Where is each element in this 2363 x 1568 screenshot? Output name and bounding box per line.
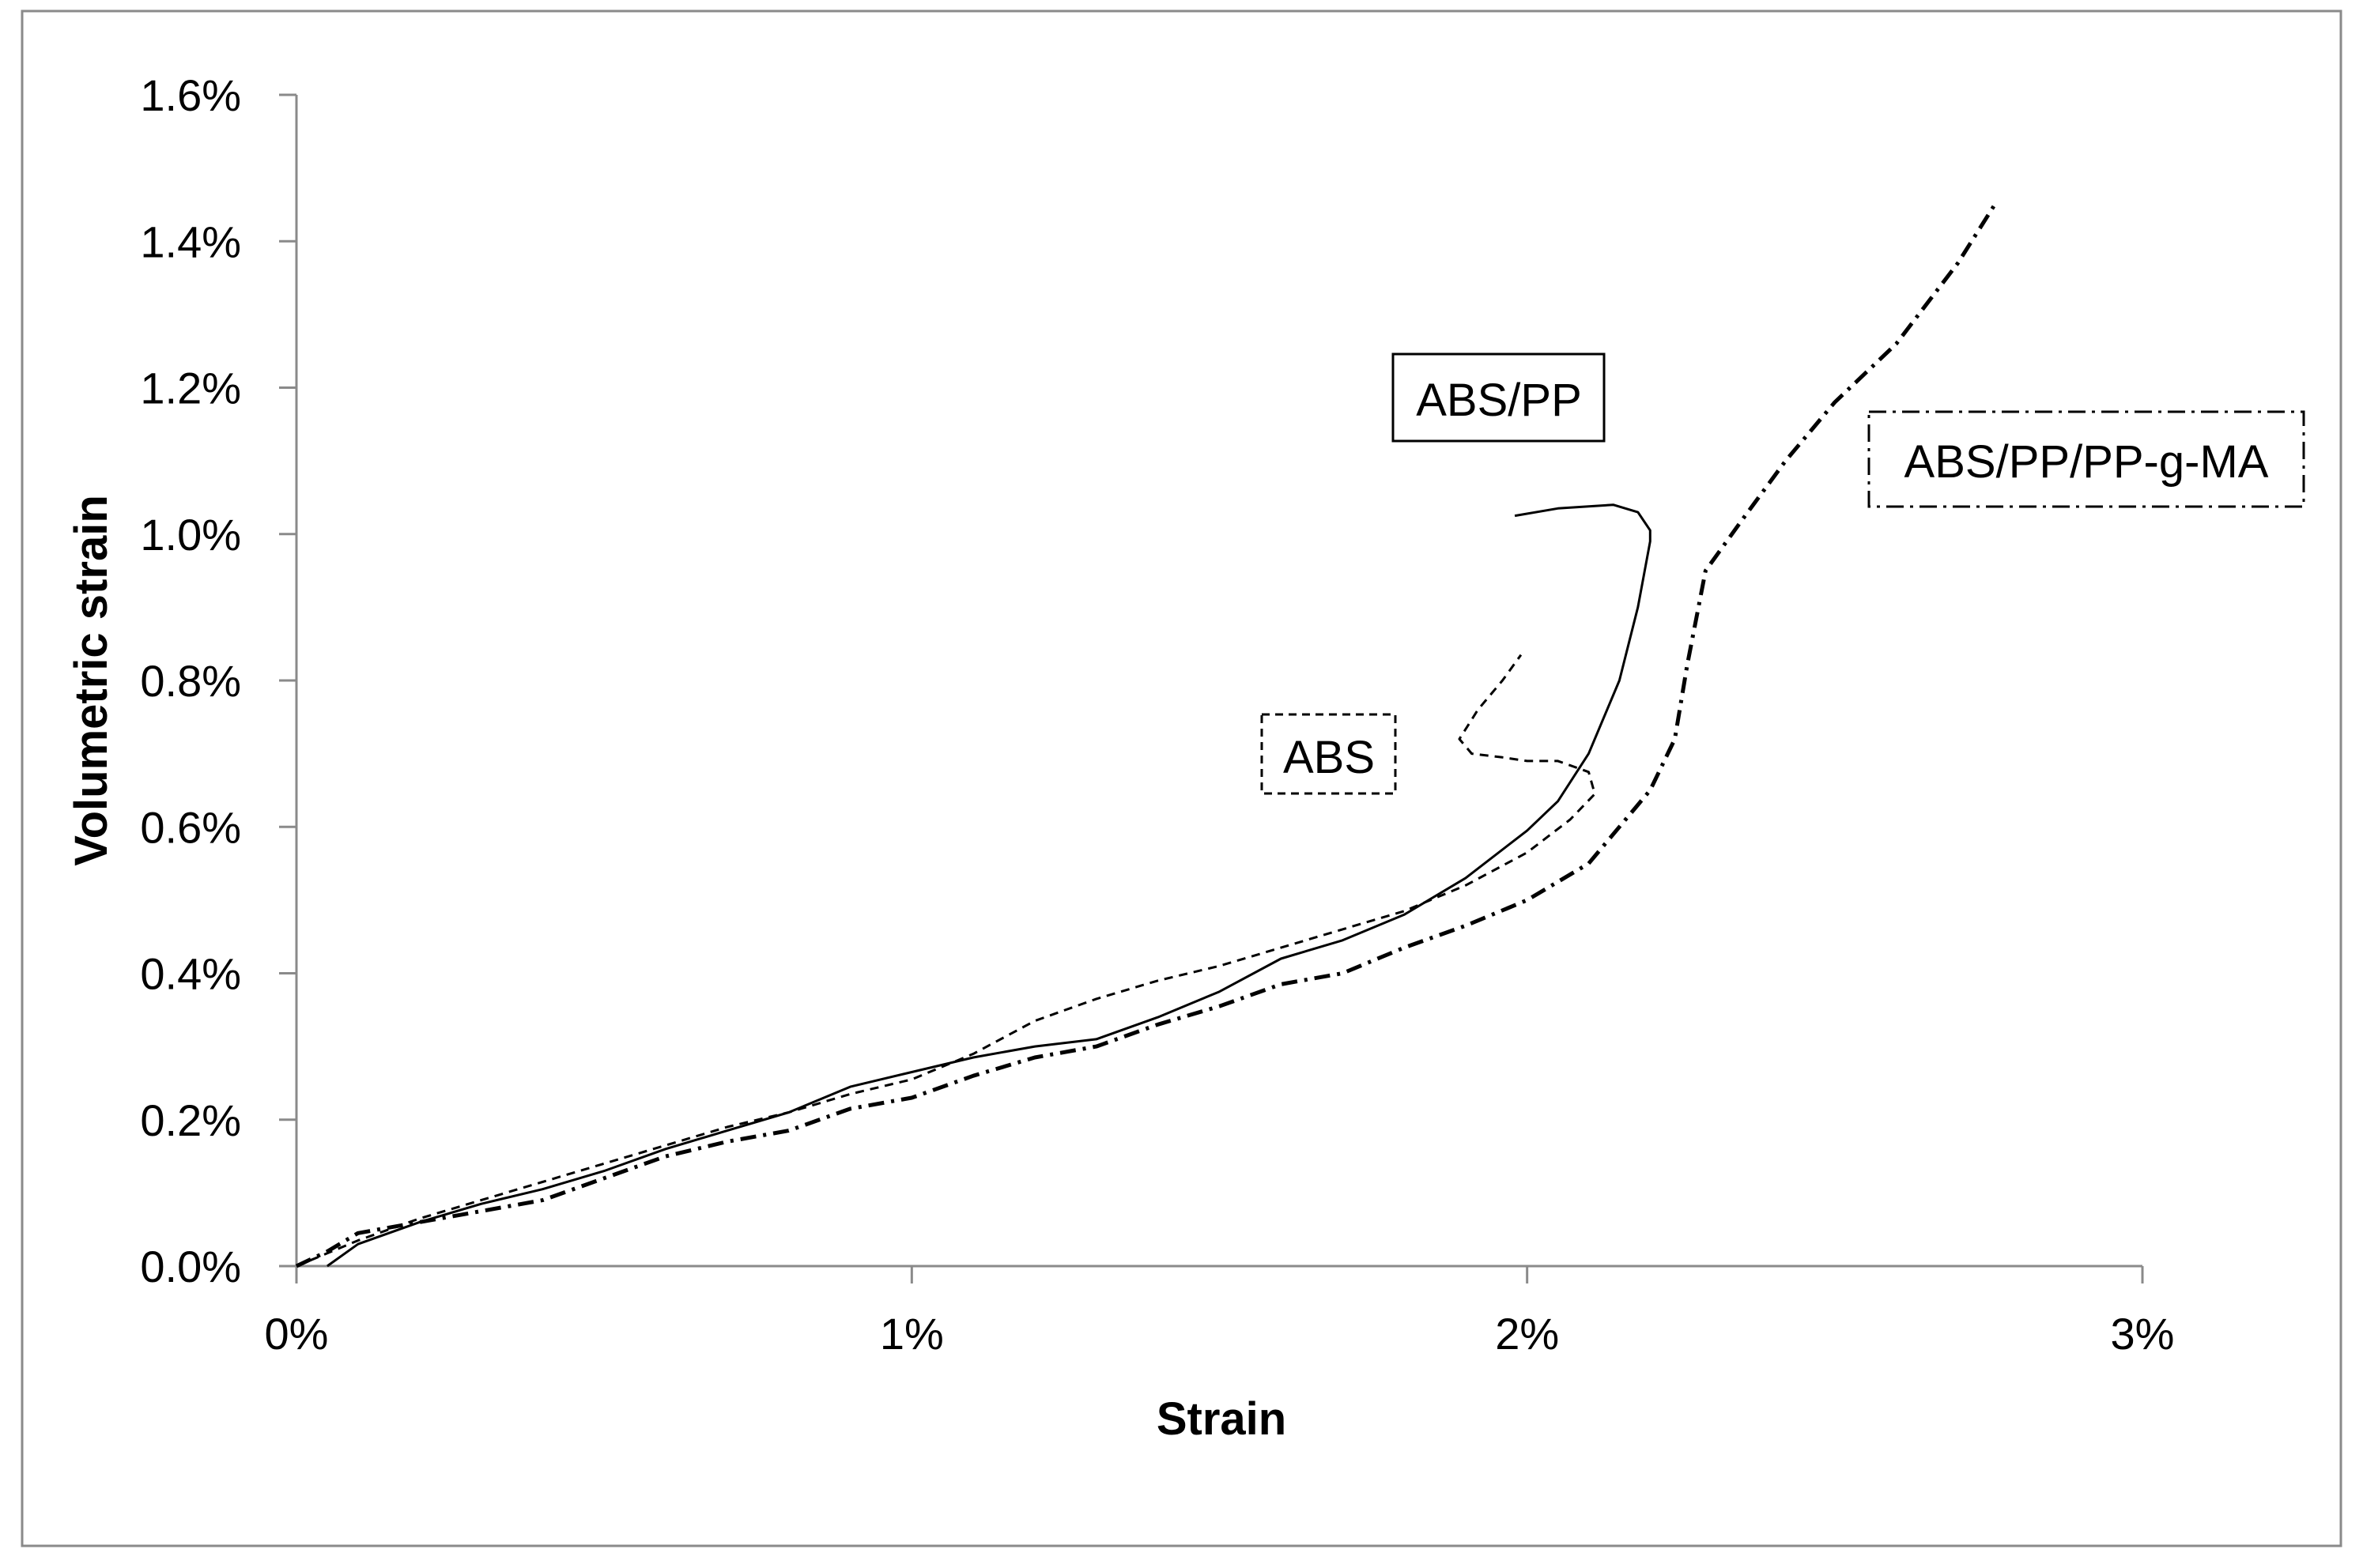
- series-line-dash-dot: [295, 203, 1997, 1268]
- annotation-abs-box: [1260, 713, 1397, 795]
- y-tick-label: 1.0%: [140, 510, 241, 560]
- x-tick-label: 1%: [880, 1309, 944, 1359]
- annotation-abs-pp-pp-g-ma: ABS/PP/PP-g-MA: [1867, 410, 2305, 508]
- annotation-abs-pp-pp-g-ma-box: [1867, 410, 2305, 508]
- annotation-abs-pp: ABS/PP: [1391, 352, 1606, 443]
- y-axis-title: Volumetric strain: [66, 495, 117, 866]
- y-tick-label: 0.8%: [140, 656, 241, 706]
- annotation-abs-text: ABS: [1283, 732, 1375, 783]
- series-group: [295, 203, 1997, 1268]
- annotation-abs-pp-box: [1391, 352, 1606, 443]
- y-tick-label: 0.2%: [140, 1095, 241, 1145]
- y-tick-label: 1.2%: [140, 364, 241, 413]
- y-tick-label: 0.6%: [140, 802, 241, 852]
- chart-frame: [21, 9, 2342, 1547]
- x-ticks: 0% 1% 2% 3%: [265, 1266, 2175, 1359]
- series-line-dashed: [296, 654, 1596, 1268]
- x-tick-label: 2%: [1495, 1309, 1559, 1359]
- series-line-solid: [327, 503, 1651, 1268]
- annotation-abs: ABS: [1260, 713, 1397, 795]
- annotation-abs-pp-pp-g-ma-text: ABS/PP/PP-g-MA: [1904, 436, 2269, 488]
- y-tick-label: 0.0%: [140, 1242, 241, 1291]
- y-tick-label: 1.6%: [140, 70, 241, 120]
- annotation-abs-pp-text: ABS/PP: [1416, 375, 1582, 426]
- x-tick-label: 0%: [265, 1309, 329, 1359]
- x-tick-label: 3%: [2111, 1309, 2175, 1359]
- y-tick-label: 1.4%: [140, 217, 241, 266]
- y-tick-label: 0.4%: [140, 949, 241, 999]
- x-axis-title: Strain: [1157, 1393, 1286, 1445]
- y-ticks: 0.0% 0.2% 0.4% 0.6% 0.8% 1.0% 1.2% 1.4% 1.6%: [140, 70, 296, 1291]
